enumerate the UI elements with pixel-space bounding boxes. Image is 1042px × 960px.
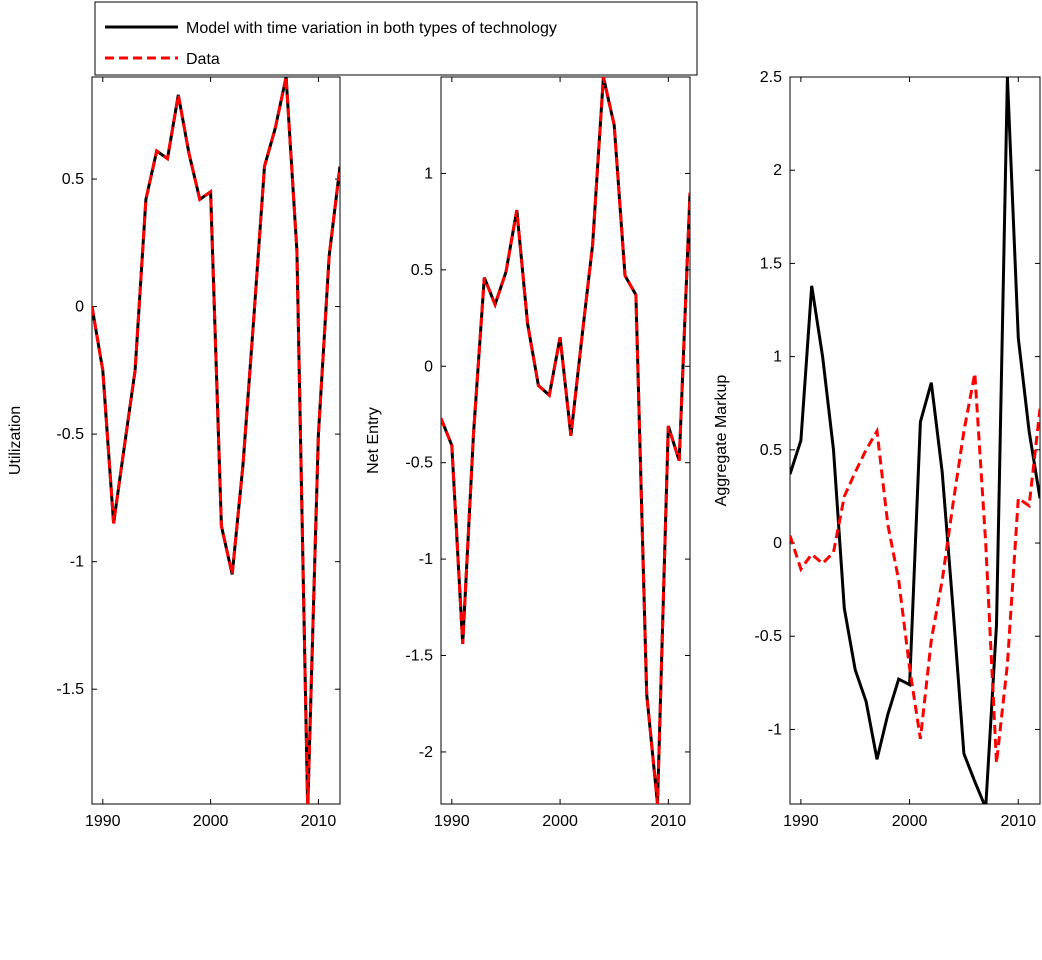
aggregate-markup-ylabel: Aggregate Markup (713, 375, 730, 507)
net-entry-axes-box (440, 76, 691, 805)
net-entry-panel: -2 -1.5 -1 -0.5 0 0.5 1 1990 2000 2010 Net Entry (365, 76, 691, 830)
utilization-axes-box (91, 76, 341, 805)
utilization-ytick-label: -0.5 (56, 426, 84, 443)
net-entry-ytick-label: -1.5 (405, 648, 433, 665)
aggregate-markup-axes-box (789, 76, 1041, 805)
aggregate-markup-ytick-label: -0.5 (754, 628, 782, 645)
net-entry-ytick-label: -0.5 (405, 455, 433, 472)
net-entry-ytick-label: 0 (424, 358, 433, 375)
aggregate-markup-ytick-label: 2 (773, 162, 782, 179)
net-entry-xtick-label: 1990 (434, 813, 470, 830)
aggregate-markup-xtick-label: 1990 (783, 813, 819, 830)
utilization-ytick-label: -1 (70, 554, 84, 571)
aggregate-markup-xtick-label: 2010 (1000, 813, 1036, 830)
legend-label-data: Data (186, 51, 220, 68)
net-entry-ylabel: Net Entry (365, 407, 382, 474)
legend-box (94, 1, 698, 76)
net-entry-ytick-label: 1 (424, 165, 433, 182)
utilization-panel: -1.5 -1 -0.5 0 0.5 1990 2000 2010 Utilization (7, 76, 341, 830)
aggregate-markup-ytick-label: 1.5 (760, 255, 782, 272)
aggregate-markup-ytick-label: 0 (773, 535, 782, 552)
utilization-xtick-label: 2000 (193, 813, 229, 830)
utilization-data-line (92, 77, 340, 804)
utilization-ytick-label: -1.5 (56, 681, 84, 698)
aggregate-markup-ytick-label: 2.5 (760, 69, 782, 86)
legend-label-model: Model with time variation in both types … (186, 20, 557, 37)
net-entry-xtick-label: 2000 (542, 813, 578, 830)
utilization-ytick-label: 0.5 (62, 171, 84, 188)
utilization-ytick-label: 0 (75, 299, 84, 316)
net-entry-data-line (441, 77, 690, 804)
aggregate-markup-xtick-label: 2000 (892, 813, 928, 830)
utilization-xtick-label: 1990 (85, 813, 121, 830)
net-entry-ytick-label: 0.5 (411, 262, 433, 279)
net-entry-ytick-label: -1 (419, 551, 433, 568)
aggregate-markup-panel: -1 -0.5 0 0.5 1 1.5 2 2.5 1990 2000 2010 Aggregate … (713, 69, 1041, 830)
aggregate-markup-model-line (790, 77, 1040, 804)
legend: Model with time variation in both types … (94, 1, 698, 76)
utilization-xtick-label: 2010 (301, 813, 337, 830)
aggregate-markup-ytick-label: -1 (768, 721, 782, 738)
net-entry-ytick-label: -2 (419, 744, 433, 761)
aggregate-markup-ytick-label: 0.5 (760, 442, 782, 459)
aggregate-markup-ytick-label: 1 (773, 349, 782, 366)
utilization-ylabel: Utilization (7, 406, 24, 475)
net-entry-xtick-label: 2010 (651, 813, 687, 830)
